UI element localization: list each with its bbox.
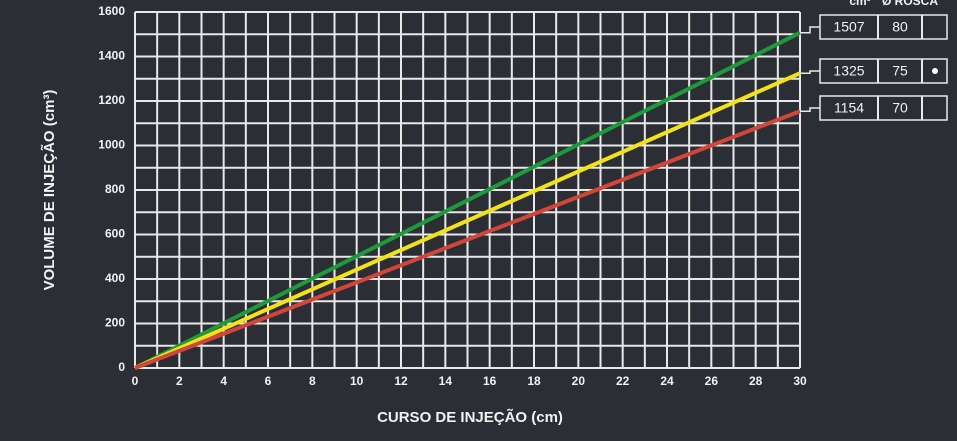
- y-tick-label: 1600: [98, 4, 125, 18]
- legend-box: [819, 95, 948, 121]
- x-tick-label: 18: [527, 374, 541, 388]
- y-tick-label: 1400: [98, 49, 125, 63]
- x-tick-label: 4: [220, 374, 227, 388]
- x-tick-label: 26: [705, 374, 719, 388]
- legend-value: 1154: [834, 100, 864, 116]
- x-tick-label: 8: [309, 374, 316, 388]
- y-axis-label: VOLUME DE INJEÇÃO (cm³): [40, 90, 58, 291]
- line: [134, 30, 801, 370]
- connector: [800, 70, 820, 74]
- x-tick-label: 2: [176, 374, 183, 388]
- x-tick-label: 30: [793, 374, 807, 388]
- connector: [800, 107, 820, 112]
- y-tick-label: 0: [118, 360, 125, 374]
- legend-box: [819, 58, 948, 84]
- legend-value: 1507: [833, 19, 864, 35]
- y-tick-label: 800: [105, 182, 125, 196]
- x-tick-label: 12: [394, 374, 408, 388]
- y-tick-label: 1200: [98, 93, 125, 107]
- legend-box: [819, 14, 948, 40]
- x-tick-label: 16: [483, 374, 497, 388]
- line: [134, 109, 801, 370]
- legend-value: 1325: [833, 63, 864, 79]
- y-tick-label: 600: [105, 227, 125, 241]
- x-tick-label: 0: [132, 374, 139, 388]
- x-tick-label: 10: [350, 374, 364, 388]
- y-tick-label: 200: [105, 316, 125, 330]
- line: [134, 71, 801, 370]
- y-tick-label: 1000: [98, 138, 125, 152]
- x-tick-label: 6: [265, 374, 272, 388]
- y-tick-label: 400: [105, 271, 125, 285]
- indicator-light: [932, 68, 938, 74]
- x-tick-label: 20: [572, 374, 586, 388]
- x-tick-label: 14: [439, 374, 453, 388]
- legend-label: 80: [892, 19, 908, 35]
- x-tick-label: 22: [616, 374, 630, 388]
- x-tick-label: 28: [749, 374, 763, 388]
- legend-label: 75: [892, 63, 908, 79]
- x-tick-label: 24: [660, 374, 674, 388]
- legend-header: Ø ROSCA: [882, 0, 938, 8]
- x-axis-label: CURSO DE INJEÇÃO (cm): [377, 408, 563, 426]
- legend-header: cm³: [849, 0, 870, 8]
- connector: [800, 26, 820, 34]
- legend-label: 70: [892, 100, 908, 116]
